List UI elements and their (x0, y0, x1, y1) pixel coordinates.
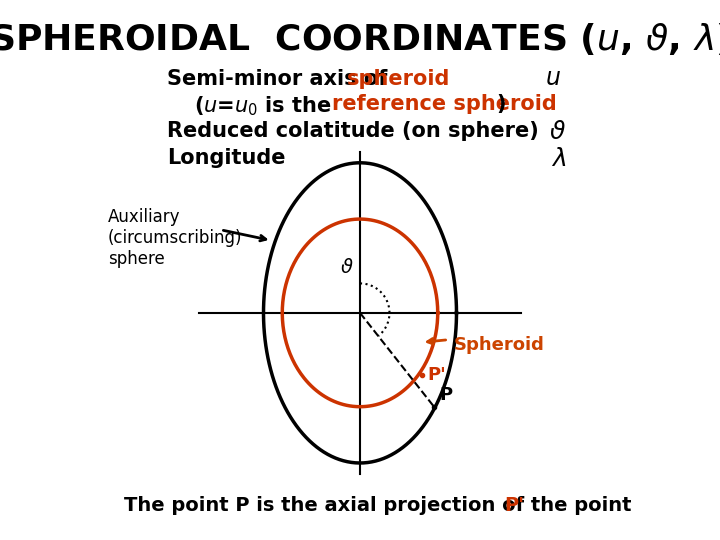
Text: P: P (439, 386, 452, 404)
Text: Reduced colatitude (on sphere): Reduced colatitude (on sphere) (167, 121, 539, 141)
Text: spheroid: spheroid (347, 69, 451, 89)
Text: P': P' (505, 496, 525, 515)
Text: $\vartheta$: $\vartheta$ (340, 258, 354, 277)
Text: P': P' (427, 366, 446, 383)
Text: $\vartheta$: $\vartheta$ (549, 121, 566, 144)
Text: ($u$=$u_0$ is the: ($u$=$u_0$ is the (194, 94, 333, 118)
Text: ): ) (497, 94, 506, 114)
Text: Auxiliary
(circumscribing)
sphere: Auxiliary (circumscribing) sphere (108, 208, 243, 268)
Text: Spheroid: Spheroid (454, 336, 545, 354)
Text: Longitude: Longitude (167, 148, 286, 168)
Text: Semi-minor axis of: Semi-minor axis of (167, 69, 395, 89)
Text: SPHEROIDAL  COORDINATES ($u$, $\vartheta$, $\lambda$): SPHEROIDAL COORDINATES ($u$, $\vartheta$… (0, 21, 720, 57)
Text: $u$: $u$ (545, 68, 561, 90)
Text: $\lambda$: $\lambda$ (551, 148, 566, 171)
Text: The point P is the axial projection of the point: The point P is the axial projection of t… (124, 496, 639, 515)
Text: reference spheroid: reference spheroid (332, 94, 557, 114)
